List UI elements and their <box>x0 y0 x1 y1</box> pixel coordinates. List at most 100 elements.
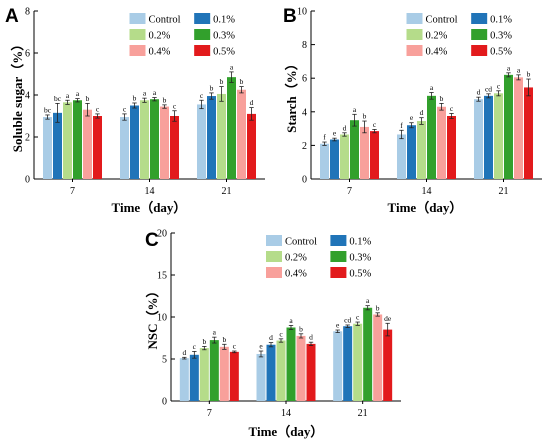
legend-swatch <box>266 235 282 246</box>
significance-label: a <box>213 328 217 337</box>
y-tick-label: 4 <box>25 91 30 102</box>
legend-swatch <box>129 45 146 56</box>
legend-swatch <box>266 267 282 278</box>
y-axis-title: Starch（%） <box>284 57 299 133</box>
significance-label: c <box>123 104 127 113</box>
bar <box>130 105 139 179</box>
legend-swatch <box>194 45 211 56</box>
legend-swatch <box>129 13 146 24</box>
significance-label: b <box>363 112 367 121</box>
legend-label: 0.4% <box>149 47 171 58</box>
significance-label: b <box>86 94 90 103</box>
significance-label: a <box>66 91 70 100</box>
significance-label: a <box>353 105 357 114</box>
legend-label: 0.4% <box>285 269 307 280</box>
y-tick-label: 10 <box>297 7 307 18</box>
bar <box>306 343 316 401</box>
x-tick-label: 14 <box>422 186 432 197</box>
legend-label: 0.2% <box>149 31 171 42</box>
bar <box>93 116 102 179</box>
bar <box>247 113 256 179</box>
legend-swatch <box>471 45 488 56</box>
y-tick-label: 8 <box>25 7 30 18</box>
legend-swatch <box>406 45 423 56</box>
significance-label: c <box>373 120 377 129</box>
legend-label: 0.2% <box>426 31 448 42</box>
y-tick-label: 0 <box>162 397 167 408</box>
bar <box>494 93 503 179</box>
bar <box>63 102 72 179</box>
significance-label: a <box>517 65 521 74</box>
significance-label: b <box>163 95 167 104</box>
x-axis-title: Time（day） <box>249 424 324 439</box>
significance-label: c <box>497 81 501 90</box>
significance-label: a <box>143 89 147 98</box>
bar <box>333 331 343 401</box>
significance-label: b <box>299 324 303 333</box>
x-tick-label: 14 <box>145 186 155 197</box>
legend-label: 0.5% <box>490 47 512 58</box>
bar <box>514 77 523 179</box>
significance-label: c <box>279 329 283 338</box>
significance-label: a <box>507 63 511 72</box>
legend-label: 0.4% <box>426 47 448 58</box>
bar <box>207 96 216 179</box>
significance-label: b <box>220 77 224 86</box>
significance-label: c <box>450 104 454 113</box>
x-tick-label: 7 <box>207 408 212 419</box>
y-tick-label: 20 <box>157 229 167 240</box>
bar <box>363 307 373 401</box>
y-tick-label: 15 <box>157 271 167 282</box>
bar <box>140 100 149 179</box>
y-axis-title: NSC（%） <box>145 284 160 349</box>
bar <box>189 354 199 401</box>
bar <box>417 121 426 179</box>
panel-letter: C <box>145 230 159 251</box>
legend-swatch <box>471 13 488 24</box>
legend-swatch <box>194 29 211 40</box>
bar <box>120 117 129 179</box>
significance-label: a <box>430 83 434 92</box>
y-tick-label: 8 <box>302 40 307 51</box>
significance-label: d <box>250 98 254 107</box>
bar <box>83 109 92 179</box>
legend: Control 0.1% 0.2% 0.3% 0.4% 0.5% <box>406 13 512 58</box>
significance-label: a <box>289 316 293 325</box>
x-axis-title: Time（day） <box>388 200 463 215</box>
bar <box>407 125 416 179</box>
bar <box>73 100 82 179</box>
significance-label: a <box>153 88 157 97</box>
legend-swatch <box>406 13 423 24</box>
bar <box>170 116 179 179</box>
significance-label: de <box>384 314 392 323</box>
significance-label: d <box>477 88 481 97</box>
bar <box>504 74 513 179</box>
significance-label: d <box>182 348 186 357</box>
significance-label: d <box>309 333 313 342</box>
x-tick-label: 14 <box>281 408 291 419</box>
significance-label: b <box>376 303 380 312</box>
significance-label: a <box>366 296 370 305</box>
y-tick-label: 5 <box>162 355 167 366</box>
bar <box>296 335 306 401</box>
x-tick-label: 7 <box>70 186 75 197</box>
significance-label: b <box>133 93 137 102</box>
bar <box>197 104 206 179</box>
bar <box>179 358 189 401</box>
y-tick-label: 4 <box>302 107 307 118</box>
y-tick-label: 0 <box>302 175 307 186</box>
significance-label: b <box>527 70 531 79</box>
bar <box>199 348 209 401</box>
legend-label: 0.2% <box>285 253 307 264</box>
bar <box>266 344 276 401</box>
significance-label: d <box>269 333 273 342</box>
significance-label: b <box>202 337 206 346</box>
bar <box>437 106 446 179</box>
bar <box>343 326 353 401</box>
bar <box>383 329 393 401</box>
x-tick-label: 21 <box>499 186 509 197</box>
significance-label: b <box>240 77 244 86</box>
panel-letter: A <box>5 6 19 27</box>
legend: Control 0.1% 0.2% 0.3% 0.4% 0.5% <box>266 235 372 280</box>
